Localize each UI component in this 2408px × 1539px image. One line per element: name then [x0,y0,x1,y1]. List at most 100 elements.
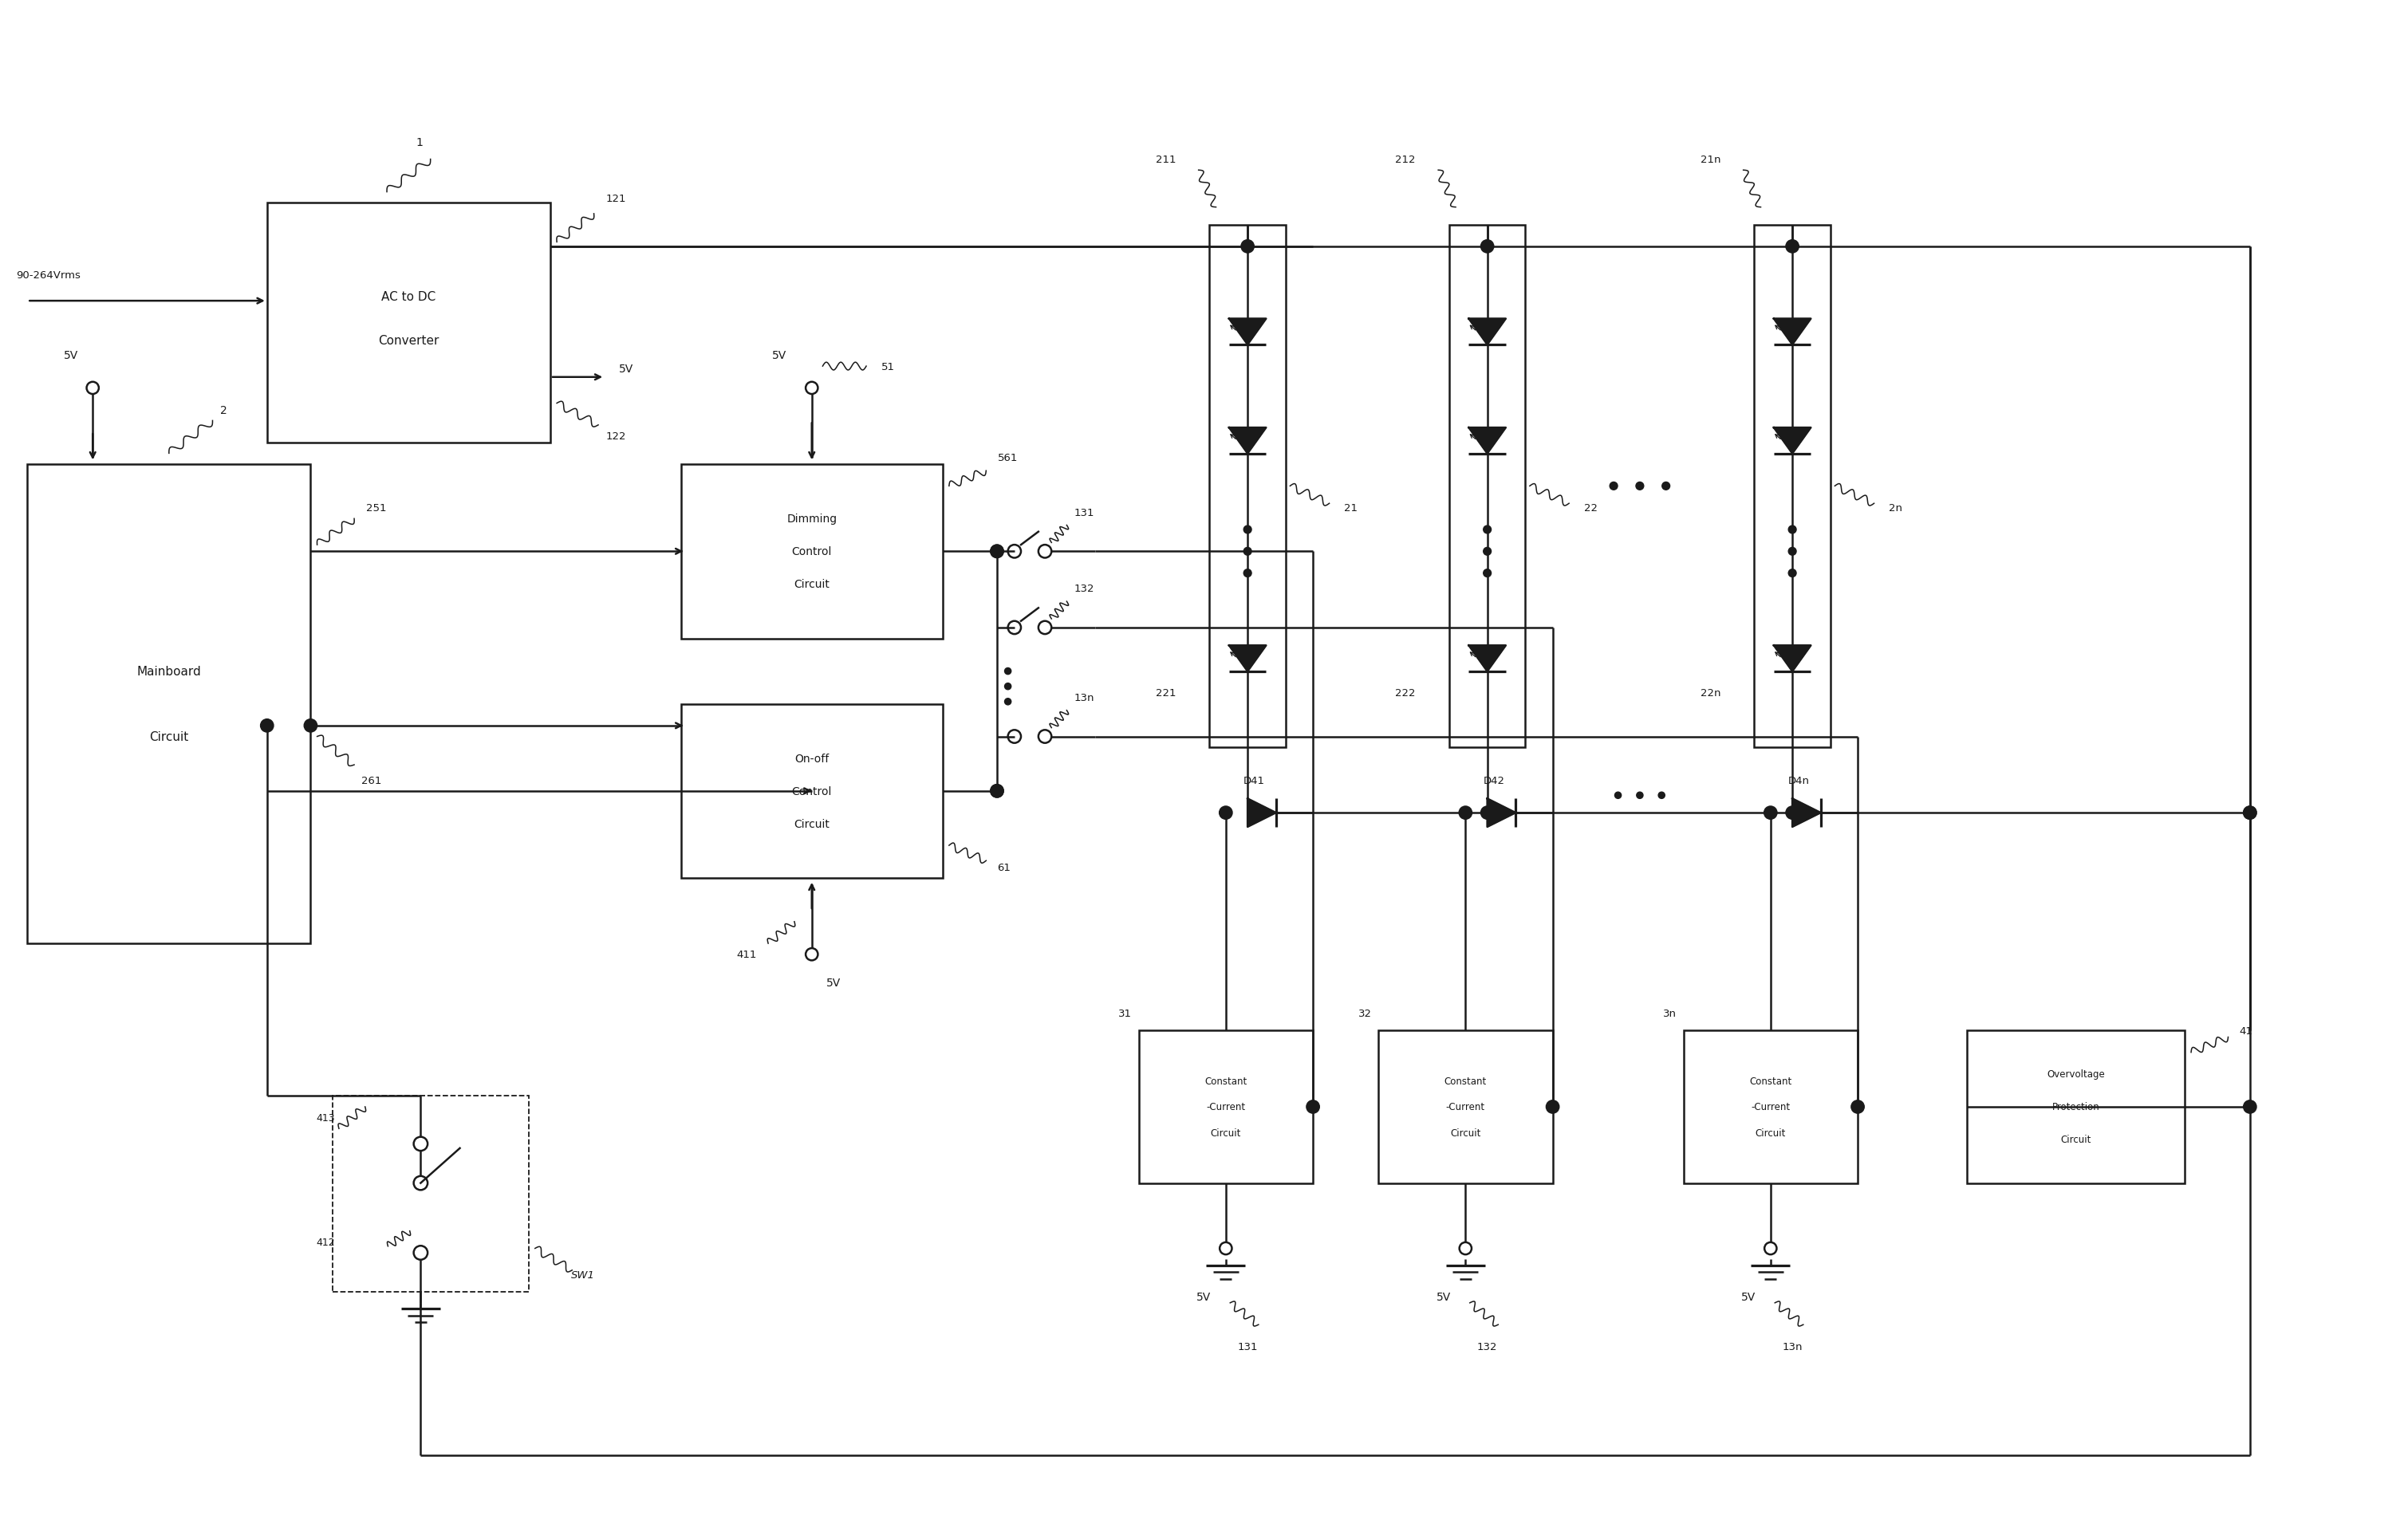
Bar [267,203,551,443]
Text: SW1: SW1 [571,1270,595,1280]
Text: -Current: -Current [1206,1102,1245,1113]
Bar [1139,1031,1312,1183]
Bar [26,465,311,943]
Circle shape [1789,526,1796,534]
Text: Protection: Protection [2052,1102,2100,1113]
Circle shape [1004,683,1011,689]
Polygon shape [1469,428,1505,454]
Circle shape [1243,526,1252,534]
Text: 5V: 5V [1438,1291,1452,1302]
Circle shape [2244,1100,2256,1114]
Circle shape [1243,569,1252,577]
Text: 561: 561 [997,452,1019,463]
Circle shape [1852,1100,1864,1114]
Text: 411: 411 [737,950,756,960]
Text: 61: 61 [997,862,1011,873]
Text: 222: 222 [1394,688,1416,699]
Text: 5V: 5V [1741,1291,1755,1302]
Text: 5V: 5V [63,351,77,362]
Text: D42: D42 [1483,776,1505,785]
Polygon shape [1469,646,1505,671]
Bar [332,1096,527,1293]
Text: 90-264Vrms: 90-264Vrms [17,269,82,280]
Polygon shape [1469,319,1505,345]
Text: On-off: On-off [795,753,828,765]
Text: 122: 122 [604,431,626,442]
Text: 5V: 5V [773,351,787,362]
Text: -Current: -Current [1445,1102,1486,1113]
Polygon shape [1775,428,1811,454]
Text: Circuit: Circuit [1450,1128,1481,1139]
Circle shape [1481,240,1493,254]
Text: 211: 211 [1156,154,1175,165]
Polygon shape [1488,799,1515,826]
Text: Circuit: Circuit [1755,1128,1787,1139]
Polygon shape [1775,646,1811,671]
Polygon shape [1228,646,1267,671]
Text: 251: 251 [366,503,385,514]
Bar [1209,225,1286,748]
Circle shape [1616,793,1621,799]
Text: 212: 212 [1394,154,1416,165]
Circle shape [1662,483,1669,491]
Circle shape [1243,548,1252,556]
Circle shape [1483,526,1491,534]
Circle shape [1004,699,1011,705]
Circle shape [990,785,1004,797]
Text: Control: Control [792,546,831,557]
Text: 3n: 3n [1664,1008,1676,1019]
Circle shape [1308,1100,1320,1114]
Circle shape [2244,806,2256,820]
Text: 221: 221 [1156,688,1175,699]
Text: 41: 41 [2239,1025,2251,1036]
Text: 31: 31 [1120,1008,1132,1019]
Bar [1753,225,1830,748]
Circle shape [260,719,275,733]
Circle shape [1218,806,1233,820]
Text: 131: 131 [1238,1342,1257,1351]
Text: 413: 413 [315,1113,335,1123]
Text: 21n: 21n [1700,154,1722,165]
Text: Overvoltage: Overvoltage [2047,1070,2105,1079]
Circle shape [2244,806,2256,820]
Circle shape [1787,806,1799,820]
Text: Circuit: Circuit [795,819,831,830]
Text: 2n: 2n [1888,503,1902,514]
Text: Dimming: Dimming [787,514,838,525]
Text: Circuit: Circuit [1211,1128,1240,1139]
Text: Converter: Converter [378,334,438,346]
Polygon shape [1228,428,1267,454]
Text: -Current: -Current [1751,1102,1789,1113]
Bar [681,465,942,639]
Text: Circuit: Circuit [795,579,831,589]
Text: AC to DC: AC to DC [380,291,436,303]
Circle shape [1240,240,1255,254]
Text: Circuit: Circuit [149,731,188,743]
Circle shape [1483,548,1491,556]
Circle shape [1481,806,1493,820]
Circle shape [1635,483,1645,491]
Bar [1377,1031,1553,1183]
Text: Mainboard: Mainboard [137,665,202,677]
Text: 51: 51 [881,362,896,372]
Circle shape [1004,668,1011,674]
Text: 32: 32 [1358,1008,1373,1019]
Polygon shape [1247,799,1276,826]
Bar [1683,1031,1857,1183]
Circle shape [303,719,318,733]
Circle shape [1659,793,1664,799]
Text: Control: Control [792,786,831,797]
Text: Constant: Constant [1445,1076,1486,1087]
Circle shape [1787,240,1799,254]
Bar [1450,225,1524,748]
Polygon shape [1775,319,1811,345]
Text: 21: 21 [1344,503,1358,514]
Text: 261: 261 [361,776,383,785]
Text: 5V: 5V [1197,1291,1211,1302]
Text: Circuit: Circuit [2061,1134,2090,1145]
Text: 13n: 13n [1074,693,1093,703]
Text: Constant: Constant [1748,1076,1792,1087]
Text: 13n: 13n [1782,1342,1804,1351]
Text: 131: 131 [1074,508,1093,517]
Text: 5V: 5V [619,363,633,374]
